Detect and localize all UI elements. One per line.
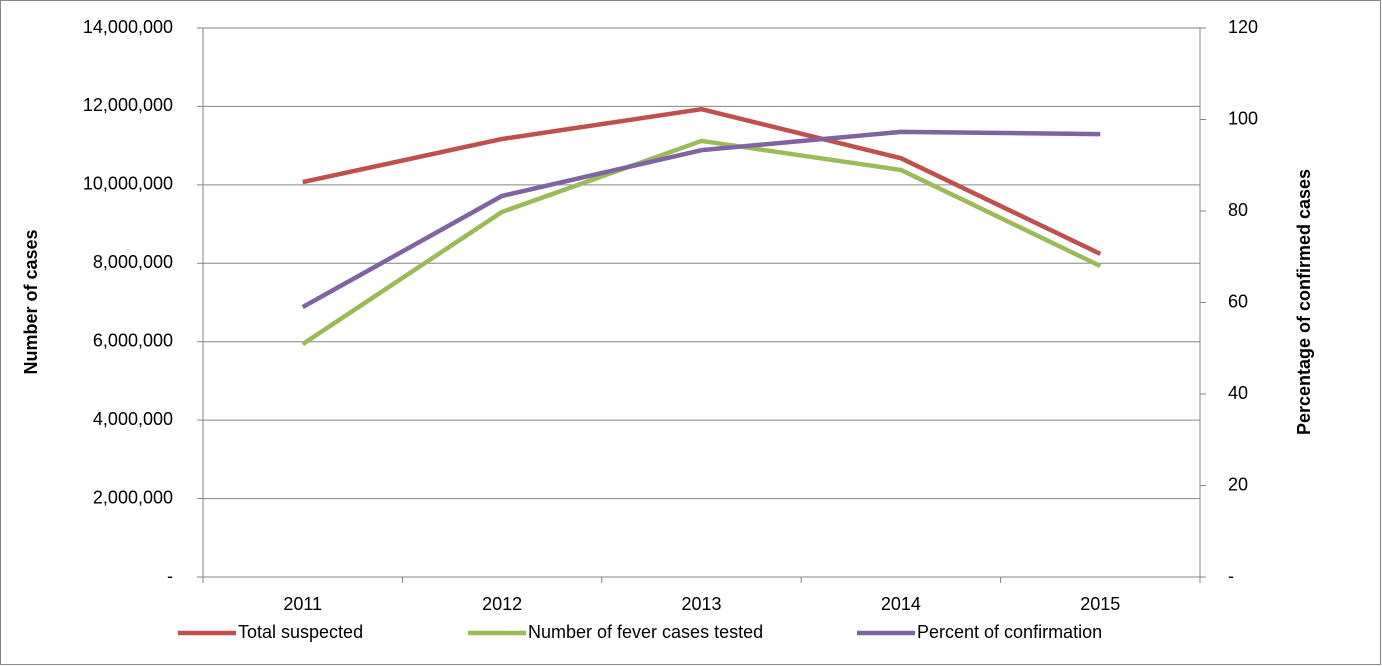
y-tick-label: 6,000,000 [93,330,173,350]
y-tick-label: 8,000,000 [93,252,173,272]
y-tick-label: 12,000,000 [83,95,173,115]
x-tick-label: 2011 [283,594,322,614]
legend-label: Percent of confirmation [917,622,1102,642]
y-tick-label: 14,000,000 [83,17,173,37]
y2-tick-label: 100 [1228,108,1258,128]
x-tick-label: 2014 [881,594,921,614]
y2-tick-label: 60 [1228,291,1248,311]
y-tick-label: 10,000,000 [83,174,173,194]
y2-tick-label: 40 [1228,383,1248,403]
y-tick-label: - [167,566,173,586]
y2-tick-label: 20 [1228,474,1248,494]
series-line [301,138,1102,346]
legend-label: Number of fever cases tested [528,622,763,642]
y2-tick-label: - [1228,566,1234,586]
y-tick-label: 4,000,000 [93,409,173,429]
x-tick-label: 2012 [482,594,522,614]
y-tick-label: 2,000,000 [93,487,173,507]
y2-tick-label: 80 [1228,200,1248,220]
series-line [302,106,1102,256]
y-axis-title: Number of cases [21,229,41,374]
series-line [301,129,1101,310]
legend-label: Total suspected [238,622,363,642]
x-tick-label: 2013 [681,594,721,614]
x-tick-label: 2015 [1080,594,1120,614]
y2-axis-title: Percentage of confirmed cases [1294,169,1314,435]
y2-tick-label: 120 [1228,17,1258,37]
